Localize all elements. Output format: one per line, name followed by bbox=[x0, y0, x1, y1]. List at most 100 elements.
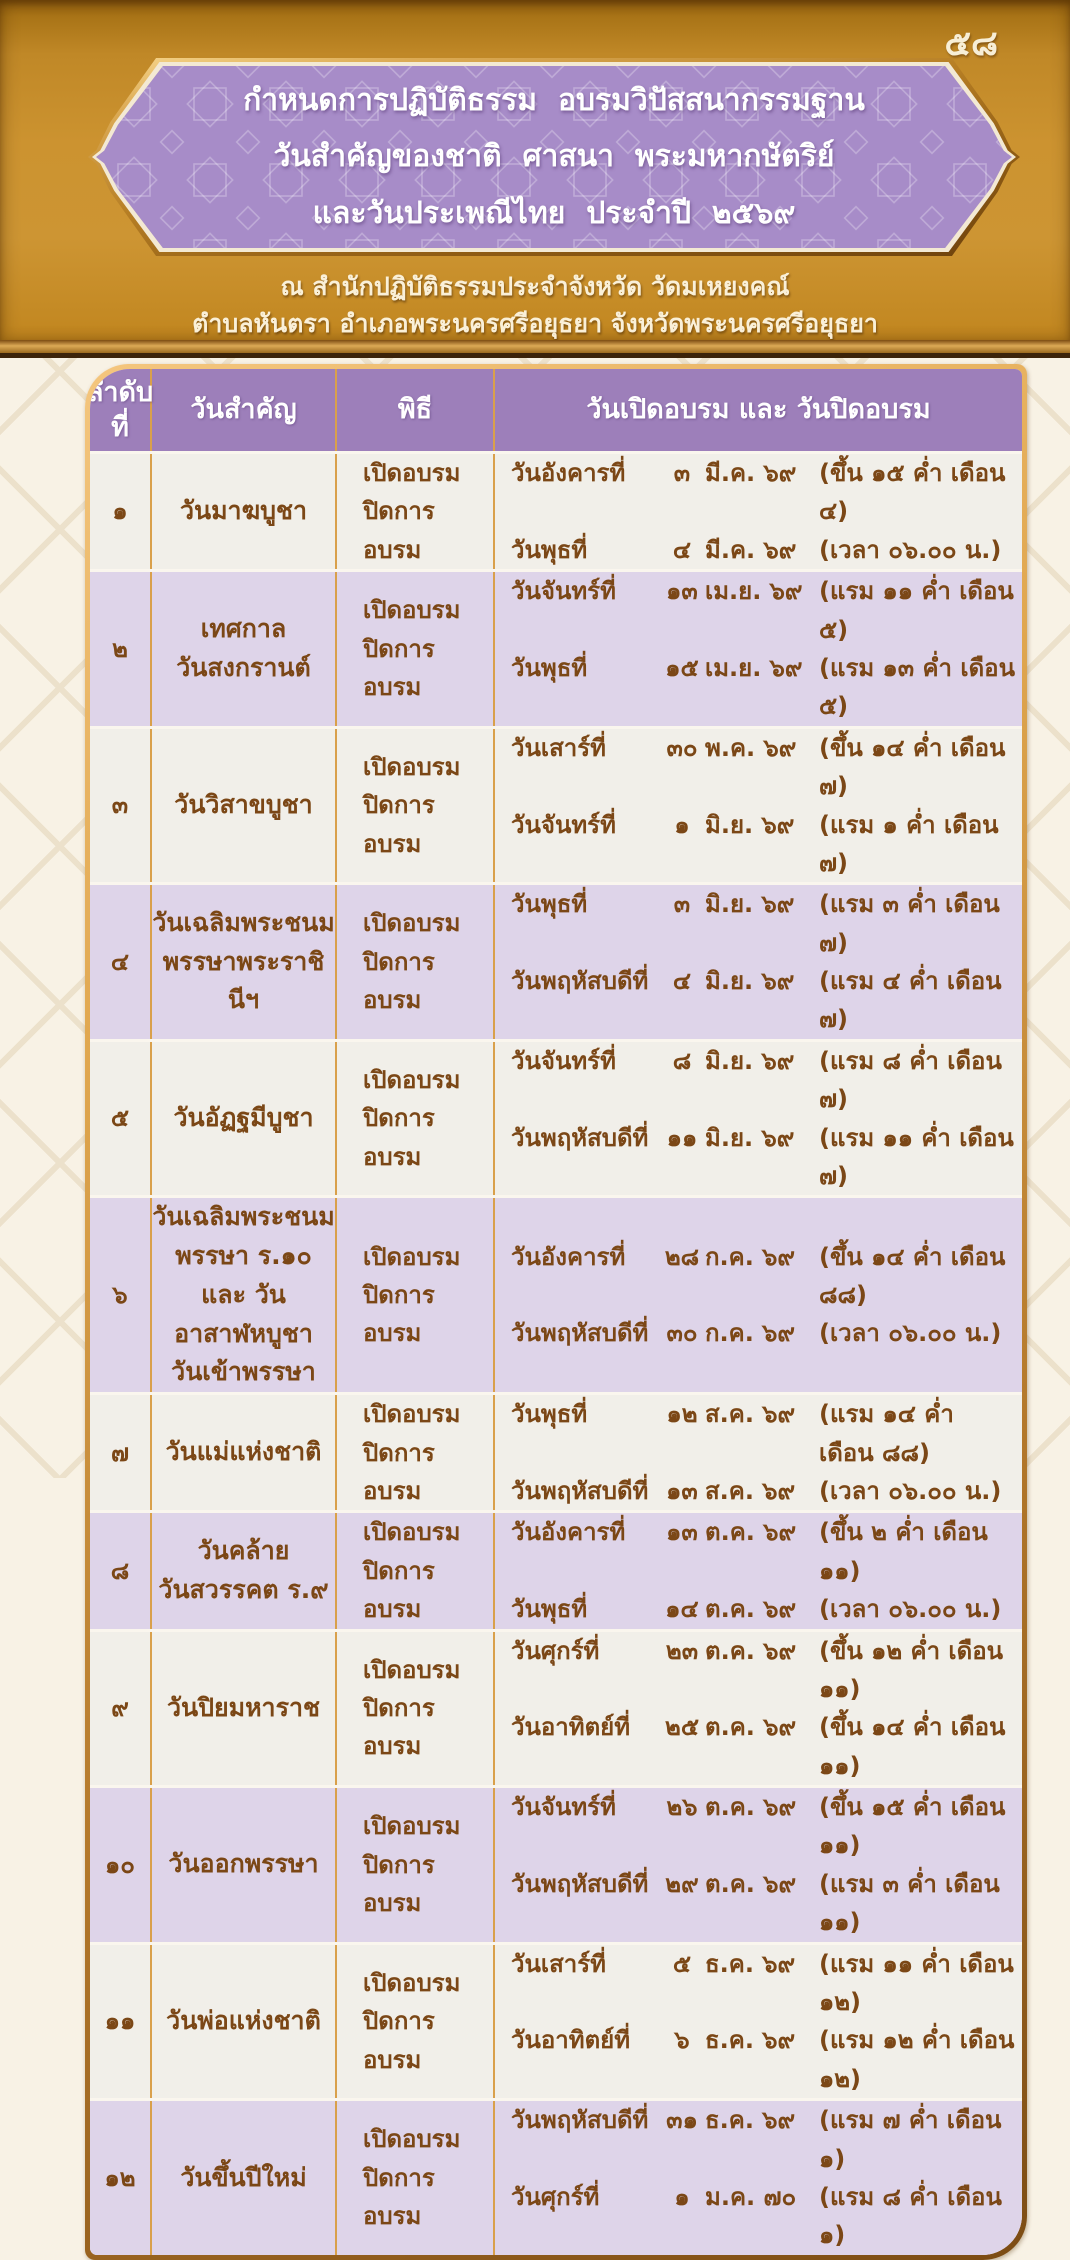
dates-cell: วันอังคารที่ ๓ มี.ค. ๖๙ (ขึ้น ๑๕ ค่ำ เดื… bbox=[495, 454, 1022, 569]
open-month-year: ต.ค. ๖๙ bbox=[705, 1518, 797, 1547]
open-date-line: วันอังคารที่ ๓ มี.ค. ๖๙ (ขึ้น ๑๕ ค่ำ เดื… bbox=[511, 454, 1016, 531]
address-line: ตำบลหันตรา อำเภอพระนครศรีอยุธยา จังหวัดพ… bbox=[192, 309, 878, 338]
open-month-year: มิ.ย. ๖๙ bbox=[705, 1046, 795, 1075]
open-day-number: ๓๑ bbox=[666, 2106, 698, 2135]
close-day-number: ๑ bbox=[674, 810, 690, 839]
open-lunar-note: (แรม ๑๑ ค่ำ เดือน ๑๒) bbox=[819, 1949, 1014, 2017]
close-month-year: ต.ค. ๖๙ bbox=[705, 1595, 797, 1624]
close-month-year: มิ.ย. ๖๙ bbox=[705, 967, 795, 996]
close-lunar-note: (ขึ้น ๑๔ ค่ำ เดือน ๑๑) bbox=[819, 1713, 1006, 1780]
open-day-name: วันจันทร์ที่ bbox=[511, 577, 616, 606]
ceremony-open-label: เปิดอบรม bbox=[363, 752, 461, 781]
open-date-line: วันเสาร์ที่ ๕ ธ.ค. ๖๙ (แรม ๑๑ ค่ำ เดือน … bbox=[511, 1945, 1016, 2022]
open-day-number: ๑๓ bbox=[666, 1518, 698, 1547]
open-day-number: ๘ bbox=[672, 1046, 692, 1075]
table-row: ๑๑ วันพ่อแห่งชาติ เปิดอบรม ปิดการอบรม วั… bbox=[90, 1941, 1022, 2099]
panel-background bbox=[96, 66, 1012, 248]
row-number: ๙ bbox=[90, 1631, 152, 1786]
close-lunar-note: (แรม ๘ ค่ำ เดือน ๑) bbox=[819, 2182, 1002, 2250]
ceremony-close-label: ปิดการอบรม bbox=[363, 1556, 435, 1624]
important-day-cell: เทศกาล วันสงกรานต์ bbox=[152, 572, 337, 726]
ceremony-cell: เปิดอบรม ปิดการอบรม bbox=[337, 1395, 495, 1511]
close-date-line: วันจันทร์ที่ ๑ มิ.ย. ๖๙ (แรม ๑ ค่ำ เดือน… bbox=[511, 806, 1016, 883]
close-month-year: ธ.ค. ๖๙ bbox=[705, 2026, 796, 2055]
close-day-name: วันพฤหัสบดีที่ bbox=[511, 967, 649, 996]
close-month-year: มี.ค. ๖๙ bbox=[705, 535, 797, 564]
open-day-number: ๒๖ bbox=[666, 1793, 698, 1822]
title-line-2: วันสำคัญของชาติ ศาสนา พระมหากษัตริย์ bbox=[273, 139, 835, 175]
band-divider-line bbox=[0, 353, 1070, 358]
open-day-name: วันจันทร์ที่ bbox=[511, 1046, 616, 1075]
close-day-name: วันพฤหัสบดีที่ bbox=[511, 1319, 649, 1348]
ceremony-cell: เปิดอบรม ปิดการอบรม bbox=[337, 2101, 495, 2255]
close-day-name: วันพฤหัสบดีที่ bbox=[511, 1869, 649, 1898]
open-lunar-note: (ขึ้น ๒ ค่ำ เดือน ๑๑) bbox=[819, 1518, 988, 1585]
open-lunar-note: (ขึ้น ๑๕ ค่ำ เดือน ๑๑) bbox=[819, 1793, 1006, 1860]
header-no: ลำดับ ที่ bbox=[90, 369, 153, 451]
open-month-year: ส.ค. ๖๙ bbox=[705, 1400, 796, 1429]
close-day-number: ๑๕ bbox=[665, 653, 699, 682]
close-day-number: ๓๐ bbox=[666, 1319, 698, 1348]
star-lattice-pattern bbox=[96, 66, 1012, 248]
dates-cell: วันอังคารที่ ๒๘ ก.ค. ๖๙ (ขึ้น ๑๔ ค่ำ เดื… bbox=[495, 1198, 1022, 1392]
table-row: ๘ วันคล้าย วันสวรรคต ร.๙ เปิดอบรม ปิดการ… bbox=[90, 1510, 1022, 1629]
open-date-line: วันเสาร์ที่ ๓๐ พ.ค. ๖๙ (ขึ้น ๑๔ ค่ำ เดือ… bbox=[511, 729, 1016, 806]
important-day-cell: วันคล้าย วันสวรรคต ร.๙ bbox=[152, 1513, 337, 1629]
row-number: ๕ bbox=[90, 1041, 152, 1196]
open-date-line: วันพฤหัสบดีที่ ๓๑ ธ.ค. ๖๙ (แรม ๗ ค่ำ เดื… bbox=[511, 2101, 1016, 2178]
close-date-line: วันพุธที่ ๑๔ ต.ค. ๖๙ (เวลา ๐๖.๐๐ น.) bbox=[511, 1590, 1016, 1628]
open-date-line: วันอังคารที่ ๒๘ ก.ค. ๖๙ (ขึ้น ๑๔ ค่ำ เดื… bbox=[511, 1238, 1016, 1315]
close-lunar-note: (แรม ๑๑ ค่ำ เดือน ๗) bbox=[819, 1123, 1014, 1191]
table-header-row: ลำดับ ที่ วันสำคัญ พิธี วันเปิดอบรม และ … bbox=[90, 369, 1022, 451]
open-day-number: ๒๓ bbox=[665, 1636, 699, 1665]
title-line-1: กำหนดการปฏิบัติธรรม อบรมวิปัสสนากรรมฐาน bbox=[243, 82, 865, 118]
dates-cell: วันพุธที่ ๑๒ ส.ค. ๖๙ (แรม ๑๔ ค่ำ เดือน ๘… bbox=[495, 1395, 1022, 1510]
important-day-cell: วันขึ้นปีใหม่ bbox=[152, 2101, 337, 2255]
close-date-line: วันอาทิตย์ที่ ๖ ธ.ค. ๖๙ (แรม ๑๒ ค่ำ เดือ… bbox=[511, 2021, 1016, 2098]
open-month-year: ต.ค. ๖๙ bbox=[705, 1793, 797, 1822]
row-number: ๗ bbox=[90, 1395, 152, 1511]
close-date-line: วันพฤหัสบดีที่ ๑๑ มิ.ย. ๖๙ (แรม ๑๑ ค่ำ เ… bbox=[511, 1119, 1016, 1196]
close-month-year: เม.ย. ๖๙ bbox=[705, 653, 803, 682]
table-row: ๔ วันเฉลิมพระชนม พรรษาพระราชินีฯ เปิดอบร… bbox=[90, 882, 1022, 1039]
close-date-line: วันพุธที่ ๔ มี.ค. ๖๙ (เวลา ๐๖.๐๐ น.) bbox=[511, 531, 1016, 569]
ceremony-cell: เปิดอบรม ปิดการอบรม bbox=[337, 885, 495, 1039]
open-date-line: วันพุธที่ ๑๒ ส.ค. ๖๙ (แรม ๑๔ ค่ำ เดือน ๘… bbox=[511, 1395, 1016, 1472]
dates-cell: วันพฤหัสบดีที่ ๓๑ ธ.ค. ๖๙ (แรม ๗ ค่ำ เดื… bbox=[495, 2101, 1022, 2255]
open-day-number: ๑๒ bbox=[666, 1400, 698, 1429]
row-number: ๑๒ bbox=[90, 2101, 152, 2255]
table-row: ๒ เทศกาล วันสงกรานต์ เปิดอบรม ปิดการอบรม… bbox=[90, 569, 1022, 726]
open-date-line: วันจันทร์ที่ ๑๓ เม.ย. ๖๙ (แรม ๑๑ ค่ำ เดื… bbox=[511, 572, 1016, 649]
row-number: ๑ bbox=[90, 454, 152, 570]
important-day-cell: วันมาฆบูชา bbox=[152, 454, 337, 570]
close-day-name: วันพุธที่ bbox=[511, 1595, 588, 1624]
ceremony-open-label: เปิดอบรม bbox=[363, 1812, 461, 1841]
open-month-year: เม.ย. ๖๙ bbox=[705, 577, 803, 606]
ceremony-open-label: เปิดอบรม bbox=[363, 2125, 461, 2154]
title-panel: กำหนดการปฏิบัติธรรม อบรมวิปัสสนากรรมฐาน … bbox=[88, 58, 1020, 256]
open-lunar-note: (ขึ้น ๑๔ ค่ำ เดือน ๗) bbox=[819, 733, 1006, 801]
close-month-year: ต.ค. ๖๙ bbox=[705, 1713, 797, 1742]
close-day-name: วันพฤหัสบดีที่ bbox=[511, 1123, 649, 1152]
close-day-name: วันอาทิตย์ที่ bbox=[511, 2026, 631, 2055]
ceremony-open-label: เปิดอบรม bbox=[363, 1968, 461, 1997]
important-day-cell: วันพ่อแห่งชาติ bbox=[152, 1944, 337, 2099]
open-lunar-note: (ขึ้น ๑๕ ค่ำ เดือน ๔) bbox=[819, 459, 1006, 526]
close-lunar-note: (แรม ๔ ค่ำ เดือน ๗) bbox=[819, 967, 1002, 1034]
close-lunar-note: (เวลา ๐๖.๐๐ น.) bbox=[819, 1319, 1002, 1348]
ceremony-close-label: ปิดการอบรม bbox=[363, 1104, 435, 1171]
table-body: ๑ วันมาฆบูชา เปิดอบรม ปิดการอบรม วันอังค… bbox=[90, 451, 1022, 2255]
open-day-name: วันพฤหัสบดีที่ bbox=[511, 2106, 649, 2135]
close-day-number: ๔ bbox=[672, 535, 692, 564]
open-day-name: วันจันทร์ที่ bbox=[511, 1793, 616, 1822]
page-number: ๕๘ bbox=[944, 24, 999, 64]
header-band: ๕๘ bbox=[0, 0, 1070, 340]
close-day-number: ๔ bbox=[672, 967, 692, 996]
open-day-number: ๓ bbox=[673, 459, 691, 487]
schedule-table-frame: ลำดับ ที่ วันสำคัญ พิธี วันเปิดอบรม และ … bbox=[85, 364, 1027, 2260]
header-ceremony: พิธี bbox=[337, 369, 495, 451]
open-day-name: วันเสาร์ที่ bbox=[511, 1949, 606, 1978]
important-day-cell: วันอัฏฐมีบูชา bbox=[152, 1041, 337, 1196]
close-month-year: มิ.ย. ๖๙ bbox=[705, 1123, 795, 1152]
